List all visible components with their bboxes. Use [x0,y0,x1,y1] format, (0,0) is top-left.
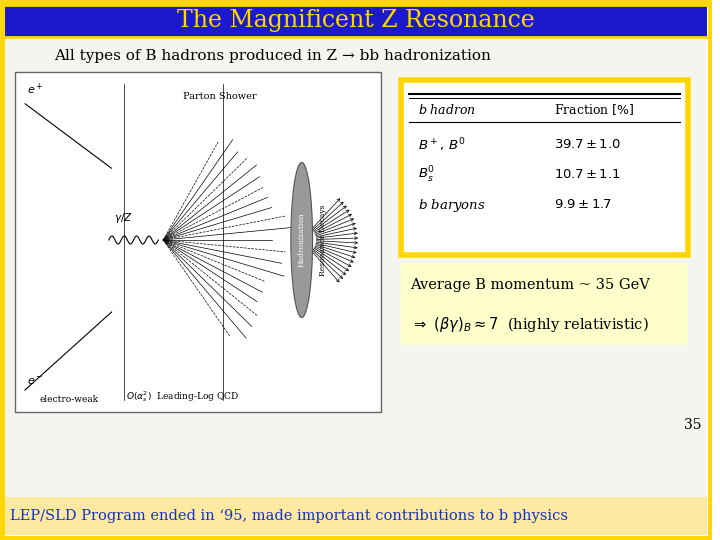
Text: LEP/SLD Program ended in ‘95, made important contributions to b physics: LEP/SLD Program ended in ‘95, made impor… [10,509,568,523]
Text: $39.7 \pm 1.0$: $39.7 \pm 1.0$ [554,138,621,152]
Text: $\gamma/Z$: $\gamma/Z$ [114,211,133,225]
Bar [15,72,381,412]
Text: $9.9 \pm 1.7$: $9.9 \pm 1.7$ [554,199,612,212]
Text: 35: 35 [684,418,701,432]
Text: $B_s^0$: $B_s^0$ [418,165,436,185]
Bar [5,5,707,37]
Text: $e^-$: $e^-$ [27,376,43,387]
Text: The Magnificent Z Resonance: The Magnificent Z Resonance [177,10,535,32]
Bar [5,497,707,535]
Text: All types of B hadrons produced in Z → bb hadronization: All types of B hadrons produced in Z → b… [55,49,491,63]
Text: electro-weak: electro-weak [40,395,99,404]
Text: $b$ hadron: $b$ hadron [418,103,477,117]
Ellipse shape [291,163,312,318]
Text: Resonance Decays: Resonance Decays [320,204,328,276]
Text: $B^+,\, B^0$: $B^+,\, B^0$ [418,136,467,154]
Text: $\Rightarrow$ $(\beta\gamma)_B \approx 7$  (highly relativistic): $\Rightarrow$ $(\beta\gamma)_B \approx 7… [410,315,648,334]
Text: $b$ baryons: $b$ baryons [418,197,486,213]
Text: $O(\alpha_s^2)$  Leading-Log QCD: $O(\alpha_s^2)$ Leading-Log QCD [126,389,240,404]
Text: $10.7 \pm 1.1$: $10.7 \pm 1.1$ [554,168,621,181]
Text: $e^+$: $e^+$ [27,82,43,97]
Text: Fraction $[\%]$: Fraction $[\%]$ [554,103,634,118]
Bar [400,80,688,255]
Text: Hadronization: Hadronization [297,213,306,267]
Text: Parton Shower: Parton Shower [183,92,256,101]
Bar [400,263,688,345]
Text: Average B momentum ~ 35 GeV: Average B momentum ~ 35 GeV [410,278,650,292]
